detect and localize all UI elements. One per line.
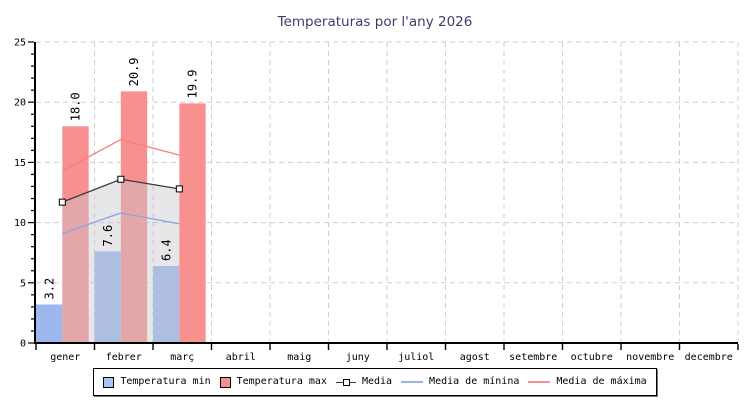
legend: Temperatura min Temperatura max Media Me…: [0, 368, 750, 396]
x-category-label: novembre: [626, 352, 674, 363]
legend-swatch-media-icon: [335, 378, 356, 387]
legend-swatch-media-minima-icon: [401, 381, 424, 383]
legend-item-temperatura-max: Temperatura max: [219, 376, 327, 388]
media-marker: [58, 198, 66, 206]
x-category-label: gener: [50, 352, 80, 363]
bar-temperatura-max: [179, 103, 206, 344]
legend-swatch-max-icon: [219, 376, 231, 388]
x-category-label: juliol: [398, 352, 434, 363]
y-tick-label: 15: [14, 158, 26, 169]
x-category-label: agost: [460, 352, 490, 363]
x-category-label: juny: [346, 352, 370, 363]
bar-temperatura-min: [36, 304, 63, 343]
line-media-maxima: [62, 138, 180, 172]
legend-swatch-media-maxima-icon: [528, 381, 551, 383]
y-tick-label: 20: [14, 98, 26, 109]
bar-temperatura-min: [94, 251, 121, 343]
legend-item-media: Media: [335, 376, 393, 388]
legend-item-temperatura-min: Temperatura min: [103, 376, 211, 388]
value-label-max: 20.9: [127, 57, 141, 86]
x-category-label: febrer: [106, 352, 142, 363]
x-category-label: octubre: [571, 352, 613, 363]
value-label-min: 3.2: [42, 278, 56, 300]
legend-label: Media de mínina: [429, 376, 520, 387]
media-marker: [175, 185, 183, 193]
bar-temperatura-min: [153, 265, 180, 343]
value-label-min: 7.6: [101, 225, 115, 247]
line-media-minima: [62, 212, 180, 235]
y-tick-label: 10: [14, 218, 26, 229]
x-category-label: setembre: [509, 352, 557, 363]
media-area-fill: [62, 179, 180, 343]
x-category-label: decembre: [685, 352, 733, 363]
media-marker: [117, 175, 125, 183]
value-label-max: 19.9: [186, 69, 200, 98]
y-tick-label: 0: [20, 339, 26, 350]
value-label-max: 18.0: [69, 92, 83, 121]
x-category-label: març: [170, 352, 194, 363]
legend-label: Media de máxima: [556, 376, 647, 387]
legend-swatch-min-icon: [103, 376, 115, 388]
chart-title: Temperaturas por l'any 2026: [277, 14, 473, 30]
x-category-label: maig: [287, 352, 311, 363]
legend-item-media-maxima: Media de máxima: [528, 376, 647, 388]
legend-label: Temperatura min: [120, 376, 211, 387]
x-category-label: abril: [226, 352, 256, 363]
legend-label: Temperatura max: [236, 376, 327, 387]
legend-item-media-minima: Media de mínina: [401, 376, 519, 388]
bar-temperatura-max: [62, 126, 89, 343]
legend-box: Temperatura min Temperatura max Media Me…: [93, 368, 657, 396]
legend-label: Media: [361, 376, 393, 387]
y-tick-label: 25: [14, 38, 26, 49]
y-tick-label: 5: [20, 278, 26, 289]
value-label-min: 6.4: [159, 239, 173, 261]
